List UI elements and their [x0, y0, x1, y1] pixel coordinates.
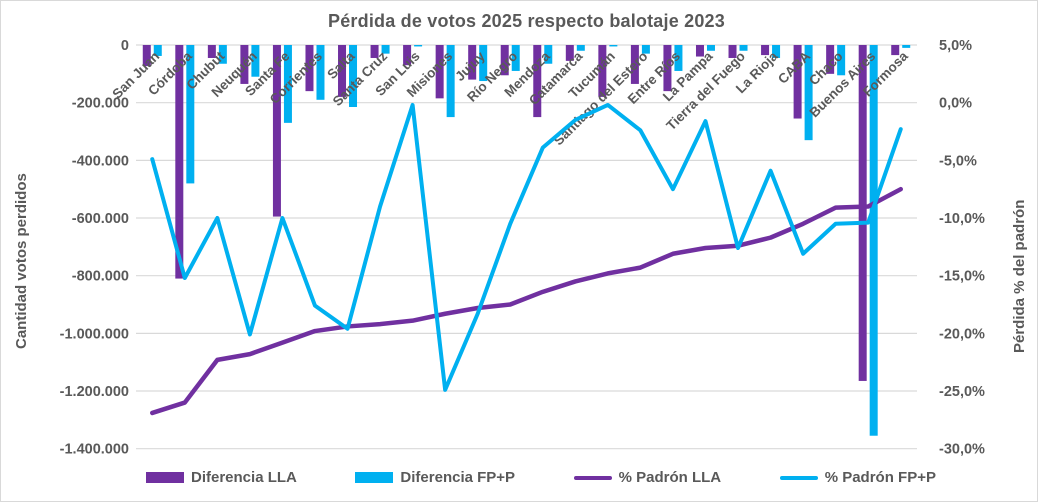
legend-item-diferencia-lla: Diferencia LLA	[146, 469, 297, 486]
bar-diferencia-fpp	[837, 45, 846, 76]
bar-diferencia-lla	[630, 45, 639, 84]
bar-diferencia-lla	[565, 45, 574, 61]
bar-diferencia-lla	[403, 45, 412, 66]
legend-swatch-line-lla	[573, 475, 612, 480]
legend-item-padron-fpp: % Padrón FP+P	[779, 469, 936, 486]
bar-diferencia-lla	[728, 45, 737, 58]
y-axis-tick-left: -400.000	[72, 153, 129, 169]
y-axis-tick-right: -15,0%	[939, 269, 985, 285]
bar-diferencia-lla	[858, 45, 867, 381]
bar-diferencia-lla	[695, 45, 704, 57]
bar-diferencia-fpp	[641, 45, 650, 54]
bar-diferencia-fpp	[576, 45, 585, 51]
bar-diferencia-fpp	[869, 45, 878, 436]
bar-diferencia-fpp	[186, 45, 195, 184]
bar-diferencia-fpp	[479, 45, 488, 82]
y-axis-tick-right: -5,0%	[939, 153, 977, 169]
bar-diferencia-lla	[370, 45, 379, 58]
y-axis-tick-right: -10,0%	[939, 211, 985, 227]
bar-diferencia-lla	[142, 45, 151, 67]
bar-diferencia-lla	[435, 45, 444, 99]
bar-diferencia-fpp	[544, 45, 553, 64]
bar-diferencia-fpp	[511, 45, 520, 71]
y-axis-tick-right: -25,0%	[939, 384, 985, 400]
bar-diferencia-fpp	[251, 45, 260, 77]
legend-item-diferencia-fpp: Diferencia FP+P	[355, 469, 515, 486]
legend: Diferencia LLA Diferencia FP+P % Padrón …	[146, 469, 936, 486]
y-axis-tick-left: -1.000.000	[60, 326, 129, 342]
y-axis-tick-left: -600.000	[72, 211, 129, 227]
bar-diferencia-lla	[240, 45, 249, 84]
bar-diferencia-lla	[793, 45, 802, 119]
bar-diferencia-fpp	[609, 45, 618, 47]
bar-diferencia-lla	[207, 45, 216, 58]
y-axis-tick-left: -1.200.000	[60, 384, 129, 400]
y-axis-tick-left: 0	[121, 38, 129, 54]
y-axis-tick-left: -200.000	[72, 96, 129, 112]
bar-diferencia-lla	[500, 45, 509, 76]
bar-diferencia-lla	[761, 45, 770, 56]
bar-diferencia-lla	[338, 45, 347, 97]
bar-diferencia-fpp	[349, 45, 358, 107]
y-axis-tick-right: -30,0%	[939, 442, 985, 458]
bar-diferencia-lla	[175, 45, 184, 279]
y-axis-tick-left: -1.400.000	[60, 442, 129, 458]
bar-diferencia-fpp	[804, 45, 813, 141]
bar-diferencia-fpp	[772, 45, 781, 58]
legend-item-padron-lla: % Padrón LLA	[573, 469, 722, 486]
line-padron-lla	[150, 186, 903, 416]
y-axis-tick-right: 0,0%	[939, 96, 972, 112]
bar-diferencia-fpp	[316, 45, 325, 100]
chart-title: Pérdida de votos 2025 respecto balotaje …	[328, 11, 725, 31]
bar-diferencia-lla	[468, 45, 477, 80]
bar-diferencia-lla	[305, 45, 314, 92]
line-padron-fpp	[150, 102, 903, 392]
legend-label: % Padrón FP+P	[824, 469, 936, 486]
legend-swatch-bar-lla	[146, 472, 184, 483]
bar-diferencia-fpp	[381, 45, 390, 54]
legend-swatch-line-fpp	[779, 475, 818, 480]
bar-diferencia-lla	[826, 45, 835, 74]
bar-diferencia-fpp	[414, 45, 423, 47]
legend-label: % Padrón LLA	[618, 469, 722, 486]
bar-diferencia-lla	[272, 45, 281, 217]
bar-diferencia-fpp	[153, 45, 162, 56]
bar-diferencia-fpp	[674, 45, 683, 71]
bar-diferencia-fpp	[218, 45, 227, 64]
bar-diferencia-lla	[891, 45, 900, 56]
bar-diferencia-lla	[598, 45, 607, 97]
y-axis-tick-right: -20,0%	[939, 326, 985, 342]
bar-diferencia-fpp	[739, 45, 748, 51]
bar-diferencia-fpp	[446, 45, 455, 118]
bar-diferencia-fpp	[283, 45, 292, 123]
y-axis-tick-left: -800.000	[72, 269, 129, 285]
legend-label: Diferencia LLA	[191, 469, 297, 486]
bar-diferencia-lla	[663, 45, 672, 92]
legend-label: Diferencia FP+P	[400, 469, 516, 486]
y-axis-tick-right: 5,0%	[939, 38, 972, 54]
bar-diferencia-fpp	[902, 45, 911, 48]
bar-diferencia-lla	[533, 45, 542, 118]
bar-diferencia-fpp	[706, 45, 715, 51]
legend-swatch-bar-fpp	[355, 472, 394, 483]
